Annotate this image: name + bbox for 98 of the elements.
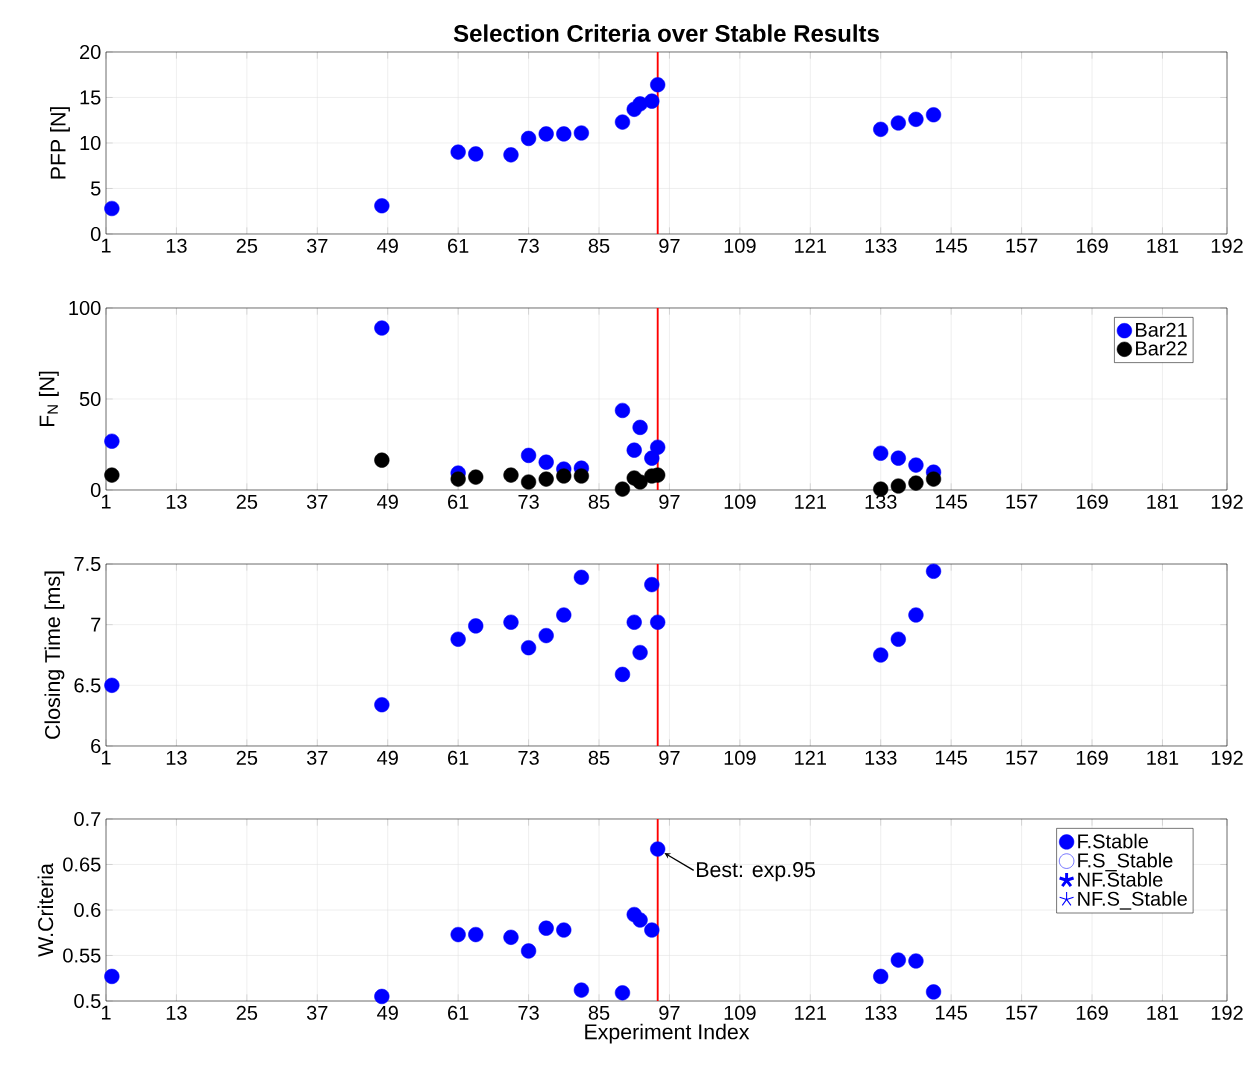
- x-tick-label: 25: [236, 238, 258, 253]
- x-tick-label: 145: [936, 238, 967, 253]
- legend-label: F.Stable: [1078, 833, 1148, 849]
- x-tick-label: 85: [588, 750, 610, 765]
- x-tick-label: 49: [377, 1005, 398, 1020]
- x-tick-label: 73: [518, 750, 539, 765]
- legend-label: Bar21: [1136, 322, 1187, 337]
- x-tick-label: 13: [166, 238, 187, 253]
- x-tick-label: 85: [588, 494, 610, 509]
- x-tick-label: 121: [795, 750, 826, 765]
- legend-label: Bar22: [1136, 341, 1187, 356]
- x-tick-label: 13: [166, 750, 187, 765]
- x-tick-label: 121: [795, 494, 826, 509]
- y-tick-label: 0.55: [63, 948, 101, 963]
- legend-label: NF.S_Stable: [1078, 891, 1187, 910]
- x-tick-label: 37: [306, 494, 328, 509]
- x-tick-label: 169: [1076, 750, 1108, 765]
- x-tick-label: 145: [936, 494, 967, 509]
- x-tick-label: 61: [448, 494, 469, 509]
- x-tick-label: 157: [1006, 750, 1038, 765]
- x-tick-label: 192: [1211, 1005, 1243, 1020]
- x-tick-label: 1: [101, 238, 111, 253]
- x-tick-label: 49: [377, 238, 398, 253]
- x-tick-label: 1: [101, 750, 111, 765]
- x-tick-label: 49: [377, 494, 398, 509]
- y-tick-label: 50: [79, 391, 101, 407]
- x-tick-label: 85: [588, 238, 610, 253]
- x-tick-label: 97: [659, 238, 680, 253]
- y-tick-label: 0.7: [74, 811, 101, 827]
- x-tick-label: 97: [659, 494, 680, 509]
- x-tick-label: 121: [795, 1005, 826, 1020]
- x-tick-label: 61: [448, 1005, 469, 1020]
- x-tick-label: 192: [1211, 494, 1243, 509]
- x-tick-label: 121: [795, 238, 826, 253]
- x-tick-label: 133: [865, 494, 897, 509]
- x-tick-label: 73: [518, 494, 539, 509]
- x-tick-label: 181: [1147, 1005, 1179, 1020]
- y-tick-label: 7: [91, 617, 101, 632]
- x-tick-label: 97: [659, 750, 680, 765]
- y-tick-label: 6: [91, 738, 101, 754]
- y-tick-label: 7.5: [74, 557, 101, 571]
- x-tick-label: 157: [1006, 494, 1038, 509]
- x-tick-label: 109: [724, 238, 756, 253]
- y-tick-label: 10: [80, 135, 101, 151]
- x-tick-label: 145: [936, 750, 967, 765]
- x-tick-label: 97: [659, 1005, 680, 1020]
- x-tick-label: 181: [1147, 494, 1179, 509]
- x-tick-label: 1: [101, 1005, 111, 1020]
- x-axis-title: Experiment Index: [585, 1023, 750, 1044]
- y-axis-title: F$_{N}$ [N]: [38, 371, 59, 427]
- x-tick-label: 73: [518, 1005, 539, 1020]
- y-tick-label: 0.65: [63, 857, 101, 872]
- x-tick-label: 13: [166, 494, 187, 509]
- x-tick-label: 181: [1147, 750, 1179, 765]
- x-tick-label: 169: [1076, 1005, 1108, 1020]
- x-tick-label: 25: [236, 750, 258, 765]
- x-tick-label: 133: [865, 1005, 897, 1020]
- x-tick-label: 109: [724, 1005, 756, 1020]
- x-tick-label: 73: [518, 238, 539, 253]
- y-tick-label: 100: [69, 300, 101, 316]
- x-tick-label: 61: [448, 238, 469, 253]
- x-tick-label: 1: [101, 494, 111, 509]
- x-tick-label: 192: [1211, 238, 1243, 253]
- x-tick-label: 109: [724, 750, 756, 765]
- x-tick-label: 37: [306, 750, 328, 765]
- x-tick-label: 25: [236, 1005, 258, 1020]
- y-axis-title: PFP [N]: [50, 107, 70, 179]
- x-tick-label: 157: [1006, 1005, 1038, 1020]
- x-tick-label: 109: [724, 494, 756, 509]
- x-tick-label: 133: [865, 238, 897, 253]
- x-tick-label: 37: [306, 238, 328, 253]
- x-tick-label: 133: [865, 750, 897, 765]
- y-tick-label: 0.5: [74, 993, 101, 1009]
- x-tick-label: 192: [1211, 750, 1243, 765]
- y-tick-label: 5: [90, 181, 101, 196]
- annotation: Best: exp.95: [697, 862, 815, 882]
- x-tick-label: 13: [166, 1005, 187, 1020]
- x-tick-label: 169: [1076, 238, 1108, 253]
- y-axis-title: Closing Time [ms]: [44, 571, 65, 739]
- x-tick-label: 37: [306, 1005, 328, 1020]
- x-tick-label: 49: [377, 750, 398, 765]
- y-tick-label: 20: [80, 44, 101, 60]
- chart-title: Selection Criteria over Stable Results: [453, 24, 879, 42]
- y-axis-title: W.Criteria: [37, 863, 54, 957]
- y-tick-label: 0: [90, 226, 101, 242]
- y-tick-label: 0.6: [74, 902, 101, 918]
- x-tick-label: 157: [1006, 238, 1038, 253]
- y-tick-label: 0: [90, 482, 101, 498]
- x-tick-label: 169: [1076, 494, 1108, 509]
- x-tick-label: 85: [588, 1005, 610, 1020]
- y-tick-label: 6.5: [74, 678, 101, 693]
- y-tick-label: 15: [80, 90, 101, 105]
- legend-label: NF.Stable: [1078, 872, 1163, 887]
- x-tick-label: 61: [448, 750, 469, 765]
- x-tick-label: 145: [936, 1005, 967, 1020]
- x-tick-label: 181: [1147, 238, 1179, 253]
- legend-label: F.S_Stable: [1078, 852, 1173, 872]
- x-tick-label: 25: [236, 494, 258, 509]
